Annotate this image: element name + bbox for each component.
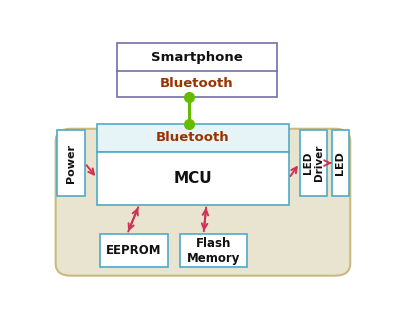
Text: LED: LED xyxy=(335,151,345,175)
FancyBboxPatch shape xyxy=(97,152,289,205)
Text: EEPROM: EEPROM xyxy=(106,244,162,257)
Text: Power: Power xyxy=(66,143,76,183)
FancyBboxPatch shape xyxy=(100,234,168,267)
Text: Flash
Memory: Flash Memory xyxy=(187,237,240,265)
FancyBboxPatch shape xyxy=(300,130,327,196)
FancyBboxPatch shape xyxy=(180,234,248,267)
Text: Bluetooth: Bluetooth xyxy=(160,78,234,91)
FancyBboxPatch shape xyxy=(55,129,350,276)
Text: Bluetooth: Bluetooth xyxy=(156,131,230,144)
Text: MCU: MCU xyxy=(174,171,212,186)
FancyBboxPatch shape xyxy=(117,43,276,97)
FancyBboxPatch shape xyxy=(97,124,289,152)
FancyBboxPatch shape xyxy=(332,130,349,196)
Text: LED
Driver: LED Driver xyxy=(303,145,324,181)
FancyBboxPatch shape xyxy=(57,130,85,196)
Text: Smartphone: Smartphone xyxy=(151,51,243,64)
